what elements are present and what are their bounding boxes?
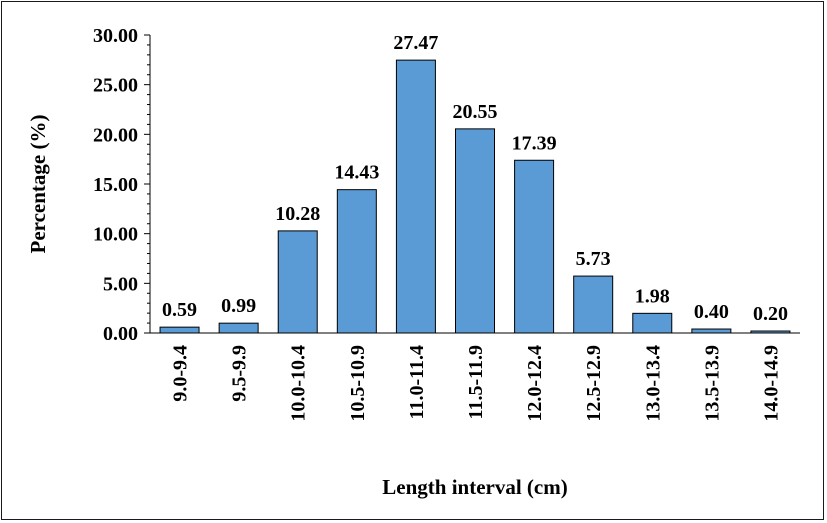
- bar-value-label: 5.73: [576, 248, 611, 270]
- bar: [218, 322, 259, 334]
- bar: [159, 326, 200, 334]
- bar: [514, 159, 555, 334]
- y-tick-label: 5.00: [103, 273, 138, 295]
- bar: [395, 59, 436, 334]
- bar-value-label: 20.55: [453, 101, 498, 123]
- y-axis-ticks: 0.00 5.00 10.00 15.00 20.00 25.00 30.00: [93, 25, 150, 345]
- bar-value-label: 0.59: [162, 299, 197, 321]
- x-axis-label: Length interval (cm): [382, 475, 567, 499]
- bar: [573, 275, 614, 334]
- x-tick-labels: 9.0-9.4 9.5-9.9 10.0-10.4 10.5-10.9 11.0-11.…: [170, 345, 783, 422]
- y-tick-label: 20.00: [93, 124, 138, 146]
- bar-value-label: 27.47: [393, 32, 438, 54]
- x-tick-label: 11.5-11.9: [465, 345, 487, 419]
- y-tick-label: 10.00: [93, 224, 138, 246]
- bar: [691, 328, 732, 334]
- bar: [455, 128, 495, 334]
- value-labels: 0.59 0.99 10.28 14.43 27.47 20.55 17.39 5.73 1.9…: [162, 32, 788, 325]
- y-tick-label: 0.00: [103, 323, 138, 345]
- x-tick-label: 13.5-13.9: [701, 345, 723, 422]
- bar: [336, 189, 377, 334]
- x-tick-label: 10.0-10.4: [288, 345, 310, 422]
- bar-value-label: 14.43: [334, 162, 379, 184]
- bar-value-label: 0.20: [753, 303, 788, 325]
- y-tick-label: 30.00: [93, 25, 138, 47]
- bar-value-label: 0.40: [694, 301, 729, 323]
- y-tick-label: 25.00: [93, 75, 138, 97]
- bar-value-label: 1.98: [635, 285, 670, 307]
- bar-value-label: 17.39: [512, 132, 557, 154]
- x-tick-label: 14.0-14.9: [760, 345, 782, 422]
- y-axis-label: Percentage (%): [26, 115, 50, 254]
- x-tick-label: 13.0-13.4: [642, 345, 664, 422]
- bar: [632, 312, 673, 334]
- x-tick-label: 12.5-12.9: [583, 345, 605, 422]
- bar: [277, 230, 318, 334]
- bar-value-label: 10.28: [275, 203, 320, 225]
- y-tick-label: 15.00: [93, 174, 138, 196]
- x-tick-label: 9.5-9.9: [229, 345, 251, 402]
- x-tick-label: 11.0-11.4: [406, 345, 428, 419]
- bar-value-label: 0.99: [221, 295, 256, 317]
- x-tick-label: 10.5-10.9: [347, 345, 369, 422]
- x-tick-label: 9.0-9.4: [170, 345, 192, 402]
- x-tick-label: 12.0-12.4: [524, 345, 546, 422]
